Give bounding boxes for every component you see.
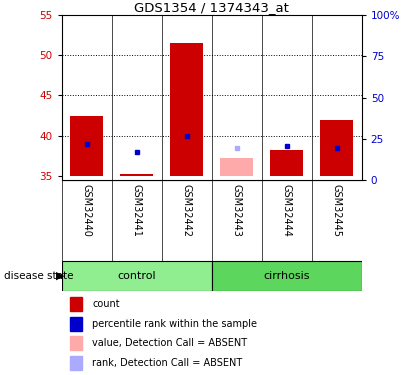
Text: control: control	[118, 271, 156, 280]
Bar	[70, 116, 103, 176]
Text: GSM32442: GSM32442	[182, 184, 192, 237]
Text: GSM32445: GSM32445	[332, 184, 342, 237]
Text: GSM32440: GSM32440	[82, 184, 92, 237]
Bar	[62, 261, 212, 291]
Bar	[270, 150, 303, 176]
Text: GSM32443: GSM32443	[232, 184, 242, 237]
Bar	[321, 120, 353, 176]
Bar	[120, 174, 153, 176]
Text: disease state: disease state	[4, 271, 74, 280]
Bar	[220, 158, 253, 176]
Bar	[171, 43, 203, 176]
Title: GDS1354 / 1374343_at: GDS1354 / 1374343_at	[134, 1, 289, 14]
Text: count: count	[92, 299, 120, 309]
Bar	[212, 261, 362, 291]
Text: percentile rank within the sample: percentile rank within the sample	[92, 319, 257, 328]
Text: value, Detection Call = ABSENT: value, Detection Call = ABSENT	[92, 338, 247, 348]
Text: GSM32444: GSM32444	[282, 184, 292, 237]
Text: ▶: ▶	[55, 271, 64, 280]
Text: cirrhosis: cirrhosis	[263, 271, 310, 280]
Text: rank, Detection Call = ABSENT: rank, Detection Call = ABSENT	[92, 358, 243, 368]
Text: GSM32441: GSM32441	[132, 184, 142, 237]
